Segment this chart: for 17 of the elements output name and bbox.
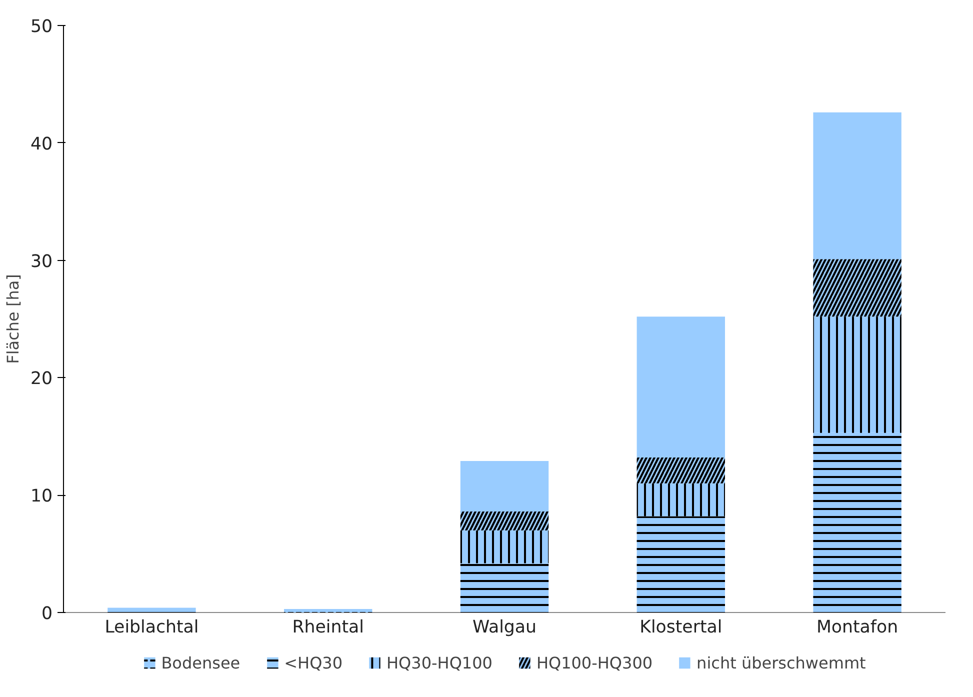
x-tick-label: Montafon xyxy=(816,618,898,638)
legend-label: HQ30-HQ100 xyxy=(386,653,492,672)
y-axis-title: Fläche [ha] xyxy=(3,274,22,364)
y-tick-label: 50 xyxy=(30,17,53,37)
y-tick-label: 40 xyxy=(30,134,53,154)
legend-label: Bodensee xyxy=(161,653,240,672)
legend-label: nicht überschwemmt xyxy=(696,653,866,672)
y-tick-label: 20 xyxy=(30,369,53,390)
x-tick-label: Rheintal xyxy=(292,618,364,638)
y-tick-label: 10 xyxy=(30,486,53,507)
x-tick-label: Klostertal xyxy=(640,618,722,638)
y-tick-label: 30 xyxy=(30,252,53,272)
x-tick-label: Walgau xyxy=(472,618,537,638)
legend-label: HQ100-HQ300 xyxy=(536,653,653,672)
legend-label: <HQ30 xyxy=(284,653,343,672)
y-tick-label: 0 xyxy=(41,604,53,624)
x-tick-label: Leiblachtal xyxy=(104,618,199,638)
